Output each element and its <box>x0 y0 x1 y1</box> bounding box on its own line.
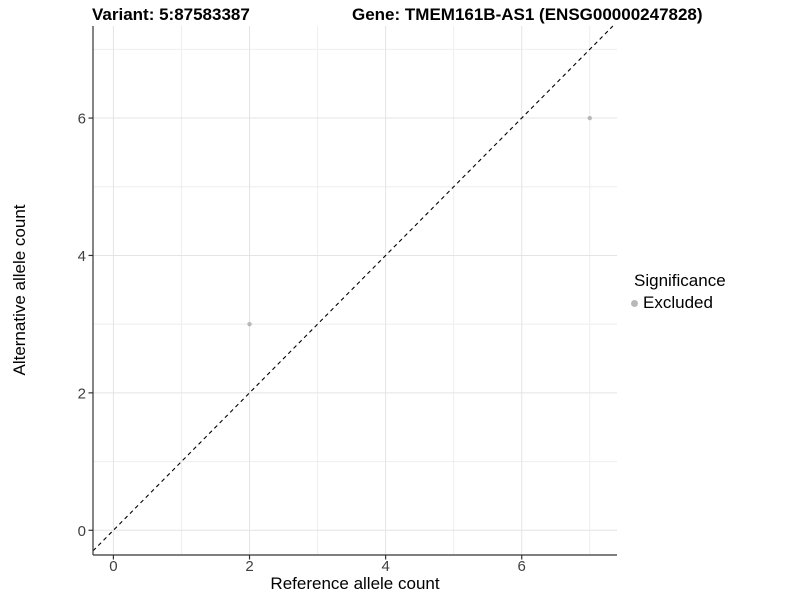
legend: Significance Excluded <box>631 271 726 313</box>
x-tick-label: 4 <box>381 558 389 575</box>
variant-title: Variant: 5:87583387 <box>92 5 250 24</box>
x-tick-label: 6 <box>518 558 526 575</box>
identity-line <box>92 25 614 552</box>
x-axis-label: Reference allele count <box>270 574 440 593</box>
y-tick-label: 0 <box>78 523 86 540</box>
y-tick-label: 2 <box>78 385 86 402</box>
x-tick-label: 0 <box>109 558 117 575</box>
data-point <box>587 115 592 121</box>
excluded-point-icon <box>631 299 638 307</box>
y-tick-label: 4 <box>78 248 86 265</box>
y-tick-label: 6 <box>78 111 86 128</box>
legend-item-excluded: Excluded <box>631 293 726 313</box>
x-tick-label: 2 <box>245 558 253 575</box>
gene-title: Gene: TMEM161B-AS1 (ENSG00000247828) <box>352 5 703 24</box>
legend-item-label: Excluded <box>643 293 713 312</box>
data-point <box>247 321 252 327</box>
legend-title: Significance <box>634 271 726 290</box>
y-axis-label: Alternative allele count <box>10 204 29 376</box>
